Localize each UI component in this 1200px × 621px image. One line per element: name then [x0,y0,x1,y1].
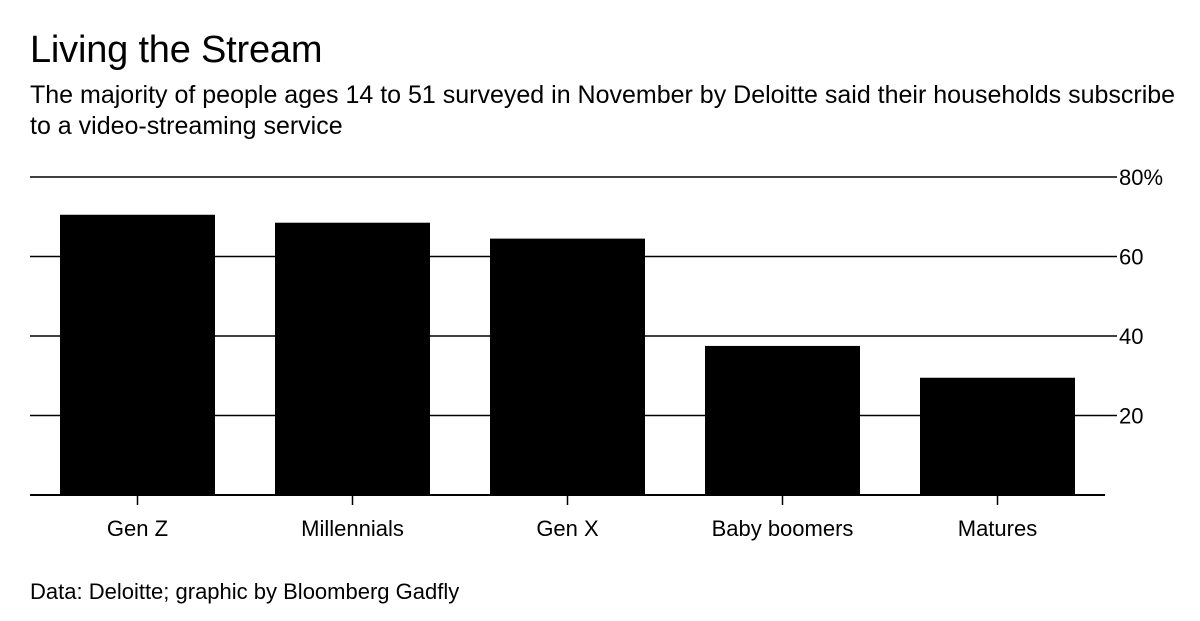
bar-matures [920,377,1075,495]
y-tick-label-60: 60 [1119,245,1143,270]
x-tick-label-millennials: Millennials [301,516,404,541]
bar-baby-boomers [705,345,860,495]
x-tick-label-matures: Matures [958,516,1037,541]
bar-gen-x [490,238,645,496]
bar-millennials [275,222,430,495]
y-tick-label-40: 40 [1119,324,1143,349]
chart-subtitle: The majority of people ages 14 to 51 sur… [30,81,1176,140]
x-tick-label-baby-boomers: Baby boomers [712,516,854,541]
y-tick-label-20: 20 [1119,404,1143,429]
chart-title: Living the Stream [30,29,323,71]
y-tick-label-80: 80% [1119,165,1163,190]
bar-gen-z [60,214,215,495]
x-tick-label-gen-x: Gen X [536,516,599,541]
source-note: Data: Deloitte; graphic by Bloomberg Gad… [30,579,460,604]
x-tick-label-gen-z: Gen Z [107,516,168,541]
